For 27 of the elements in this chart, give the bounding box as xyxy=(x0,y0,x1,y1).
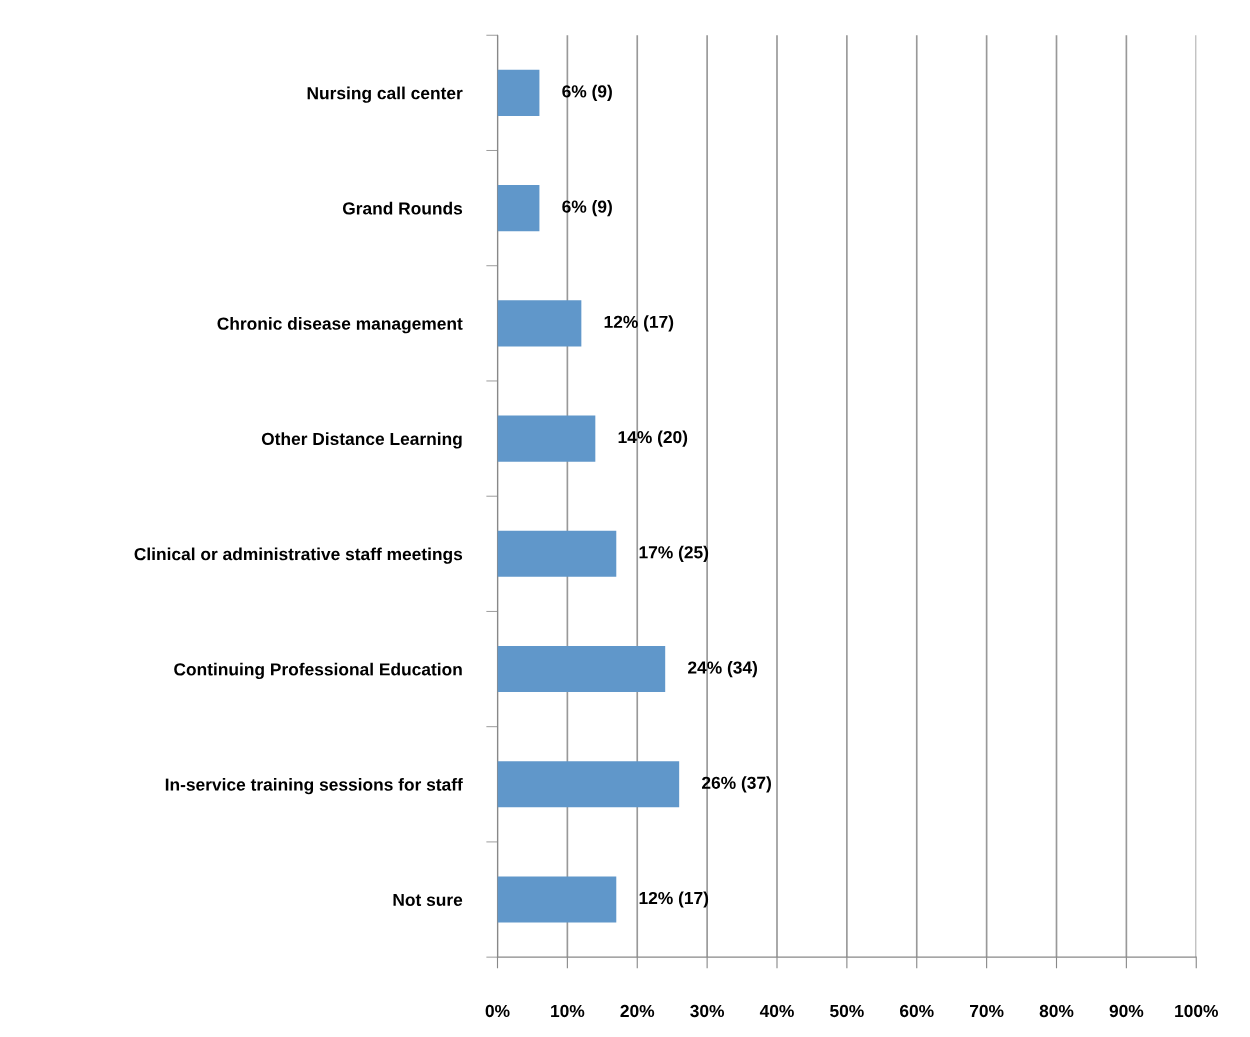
x-tick-label: 10% xyxy=(551,1004,585,1018)
data-label: 6% (9) xyxy=(562,84,612,101)
y-tick-label: In-service training sessions for staff xyxy=(165,778,463,795)
y-tick-label: Continuing Professional Education xyxy=(174,662,462,680)
y-tick-label: Not sure xyxy=(393,893,463,906)
data-label: 26% (37) xyxy=(702,776,771,793)
data-label: 14% (20) xyxy=(618,430,688,447)
x-tick-label: 50% xyxy=(830,1004,864,1018)
x-tick-label: 30% xyxy=(690,1004,725,1018)
x-tick-label: 0% xyxy=(485,1004,510,1018)
y-tick-label: Other Distance Learning xyxy=(261,432,462,449)
x-tick-label: 90% xyxy=(1109,1004,1144,1018)
x-tick-label: 80% xyxy=(1039,1004,1074,1018)
data-label: 24% (34) xyxy=(688,660,757,678)
data-label: 6% (9) xyxy=(562,200,612,217)
y-tick-label: Nursing call center xyxy=(307,86,463,103)
x-tick-label: 100% xyxy=(1175,1004,1218,1018)
x-tick-label: 70% xyxy=(970,1004,1004,1018)
y-tick-label: Clinical or administrative staff meetings xyxy=(134,547,463,564)
data-label: 12% (17) xyxy=(639,891,709,908)
x-tick-label: 60% xyxy=(900,1004,934,1018)
data-label: 12% (17) xyxy=(604,315,674,332)
data-label: 17% (25) xyxy=(639,545,709,562)
y-tick-label: Chronic disease management xyxy=(217,317,463,334)
x-tick-label: 40% xyxy=(759,1004,794,1018)
y-tick-label: Grand Rounds xyxy=(342,201,463,215)
x-tick-label: 20% xyxy=(620,1004,655,1018)
